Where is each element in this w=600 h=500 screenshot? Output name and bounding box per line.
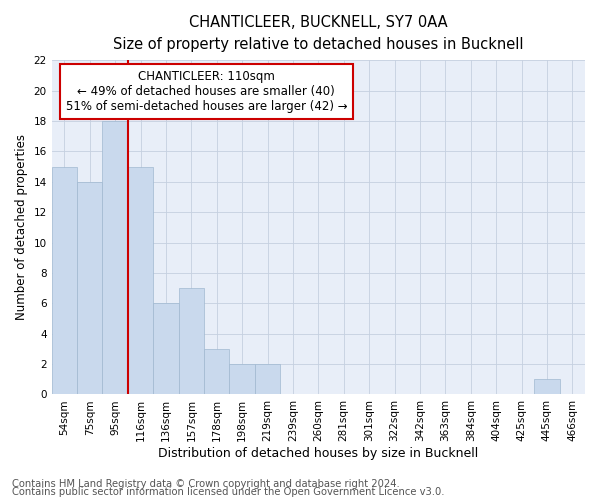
Bar: [255, 364, 280, 394]
Bar: [52, 166, 77, 394]
Text: Contains public sector information licensed under the Open Government Licence v3: Contains public sector information licen…: [12, 487, 445, 497]
Bar: [229, 364, 255, 394]
Bar: [128, 166, 153, 394]
Bar: [153, 304, 179, 394]
Bar: [204, 349, 229, 395]
Bar: [179, 288, 204, 395]
Text: CHANTICLEER: 110sqm
← 49% of detached houses are smaller (40)
51% of semi-detach: CHANTICLEER: 110sqm ← 49% of detached ho…: [65, 70, 347, 114]
X-axis label: Distribution of detached houses by size in Bucknell: Distribution of detached houses by size …: [158, 447, 478, 460]
Bar: [77, 182, 103, 394]
Title: CHANTICLEER, BUCKNELL, SY7 0AA
Size of property relative to detached houses in B: CHANTICLEER, BUCKNELL, SY7 0AA Size of p…: [113, 15, 524, 52]
Bar: [534, 380, 560, 394]
Y-axis label: Number of detached properties: Number of detached properties: [15, 134, 28, 320]
Bar: [103, 121, 128, 394]
Text: Contains HM Land Registry data © Crown copyright and database right 2024.: Contains HM Land Registry data © Crown c…: [12, 479, 400, 489]
